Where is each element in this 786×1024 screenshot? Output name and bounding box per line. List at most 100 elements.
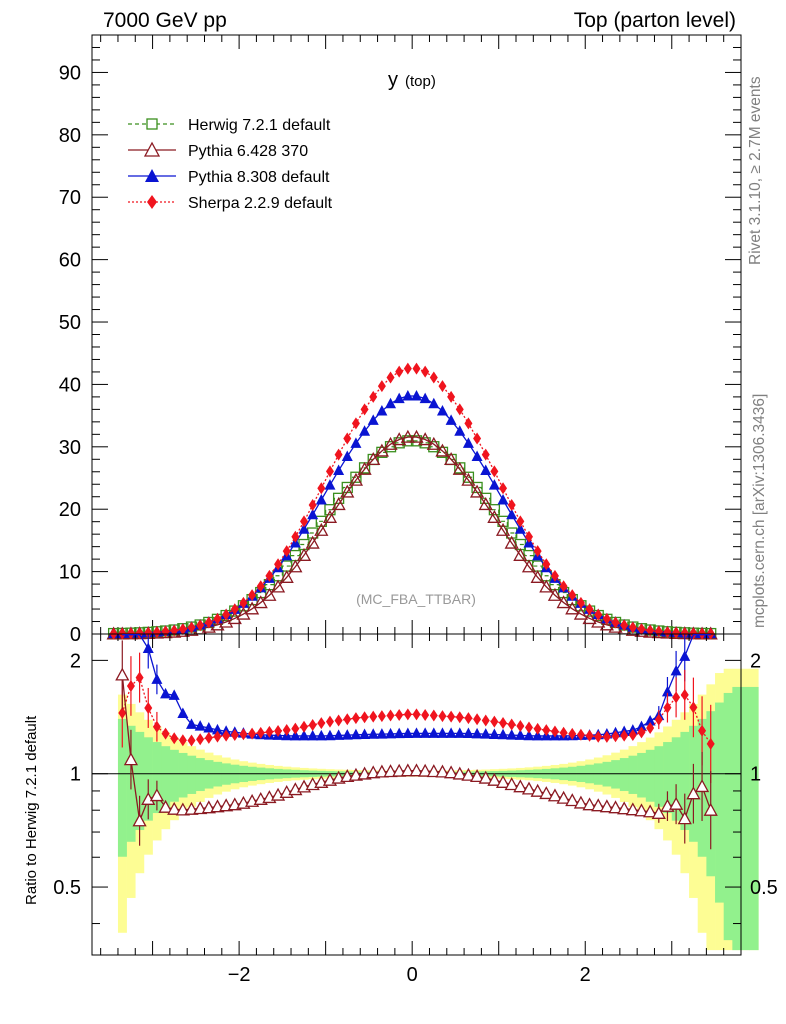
pythia8-ratio-point	[160, 687, 172, 699]
sherpa-point	[213, 612, 222, 625]
sherpa-ratio-point	[317, 717, 326, 730]
uncertainty-band-inner	[135, 731, 145, 831]
sherpa-ratio-point	[351, 712, 360, 725]
sherpa-point	[300, 515, 309, 528]
sherpa-ratio-point	[265, 725, 274, 738]
legend-label-pythia6: Pythia 6.428 370	[188, 143, 308, 160]
sherpa-point	[204, 616, 213, 629]
pythia6-point	[348, 472, 364, 486]
sherpa-point	[438, 380, 447, 393]
pythia6-point	[279, 569, 294, 583]
sherpa-point	[377, 380, 386, 393]
watermark: (MC_FBA_TTBAR)	[356, 591, 476, 607]
sherpa-point	[360, 403, 369, 416]
sherpa-point	[602, 612, 611, 625]
pythia8-point	[462, 437, 474, 448]
pythia8-ratio-point	[428, 727, 440, 738]
legend-marker-pythia8	[145, 169, 159, 182]
sherpa-point	[239, 596, 248, 609]
pythia8-ratio-point	[679, 650, 691, 661]
sherpa-ratio-point	[507, 718, 516, 731]
pythia6-point	[539, 579, 554, 593]
uncertainty-band-inner	[187, 755, 197, 794]
sherpa-point	[196, 619, 205, 632]
uncertainty-band-inner	[680, 731, 690, 831]
pythia6-point	[573, 606, 589, 620]
ratio-y-tick-label-right: 0.5	[750, 877, 778, 899]
sherpa-point	[481, 448, 490, 461]
herwig-point	[462, 471, 475, 483]
sherpa-ratio-point	[377, 710, 386, 723]
main-panel: 0 10 20 30 40 50 60 70 80 90	[59, 34, 742, 646]
sherpa-point	[646, 624, 655, 637]
pythia8-point	[393, 392, 405, 404]
sherpa-point	[550, 569, 559, 582]
pythia8-ratio-point	[462, 727, 474, 739]
pythia6-point	[322, 509, 338, 523]
sherpa-ratio-point	[672, 691, 681, 704]
sherpa-point	[499, 482, 508, 495]
pythia6-point	[340, 484, 355, 498]
sherpa-ratio-point	[360, 711, 369, 724]
sherpa-point	[680, 627, 689, 640]
uncertainty-band-inner	[169, 749, 179, 802]
uncertainty-band-inner	[161, 746, 171, 807]
uncertainty-band-inner	[637, 752, 647, 798]
sherpa-point	[568, 589, 577, 602]
pythia6-point	[530, 569, 545, 583]
uncertainty-band-inner	[654, 746, 664, 807]
pythia6-point	[210, 617, 225, 631]
uncertainty-band-inner	[628, 755, 638, 794]
pythia8-ratio-line	[122, 634, 711, 737]
pythia6-point	[469, 484, 485, 498]
sherpa-point	[403, 362, 412, 375]
pythia8-ratio-point	[471, 727, 483, 739]
pythia8-ratio-point	[445, 727, 457, 738]
pythia6-ratio-point	[149, 788, 164, 802]
uncertainty-band-inner	[663, 742, 673, 814]
sherpa-ratio-point	[282, 724, 291, 737]
pythia6-point	[357, 461, 372, 475]
sherpa-ratio-point	[152, 720, 161, 733]
pythia6-ratio-point	[521, 781, 537, 795]
ratio-y-tick-label: 0.5	[53, 877, 81, 899]
legend-label-sherpa: Sherpa 2.2.9 default	[188, 195, 333, 212]
uncertainty-band-inner	[143, 737, 153, 821]
sherpa-point	[265, 569, 274, 582]
sherpa-ratio-point	[256, 726, 265, 739]
sherpa-point	[187, 621, 196, 634]
pythia6-ratio-point	[565, 793, 580, 807]
sherpa-point	[594, 608, 603, 621]
sherpa-ratio-point	[637, 726, 646, 739]
pythia8-ratio-point	[376, 728, 388, 739]
pythia8-point	[454, 425, 466, 436]
sherpa-point	[369, 390, 378, 403]
pythia8-ratio-point	[177, 707, 189, 719]
pythia8-ratio-point	[419, 727, 431, 738]
sherpa-point	[308, 499, 317, 512]
uncertainty-band-inner	[117, 718, 127, 857]
sherpa-point	[317, 482, 326, 495]
legend-marker-pythia6	[143, 141, 161, 157]
pythia6-point	[305, 535, 320, 549]
pythia6-point	[400, 429, 415, 443]
sherpa-point	[152, 626, 161, 639]
sherpa-ratio-point	[628, 728, 637, 741]
main-y-tick-label: 70	[59, 187, 81, 209]
pythia8-point	[436, 405, 448, 416]
sherpa-ratio-point	[395, 708, 404, 721]
sherpa-ratio-point	[429, 709, 438, 722]
ratio-panel: −2 0 2 0.5 0.5 1 1 2 2	[53, 633, 778, 986]
sherpa-ratio-point	[455, 711, 464, 724]
sherpa-ratio-point	[178, 734, 187, 747]
sherpa-point	[576, 596, 585, 609]
pythia6-ratio-point	[426, 764, 441, 778]
x-tick-label: 0	[407, 964, 418, 986]
pythia6-point	[487, 509, 502, 523]
pythia6-ratio-point	[625, 802, 640, 816]
ratio-y-tick-label-right: 1	[750, 764, 761, 786]
sherpa-ratio-point	[438, 710, 447, 723]
pythia6-ratio-point	[495, 774, 511, 788]
pythia6-ratio-point	[686, 786, 701, 800]
pythia6-point	[418, 432, 433, 446]
